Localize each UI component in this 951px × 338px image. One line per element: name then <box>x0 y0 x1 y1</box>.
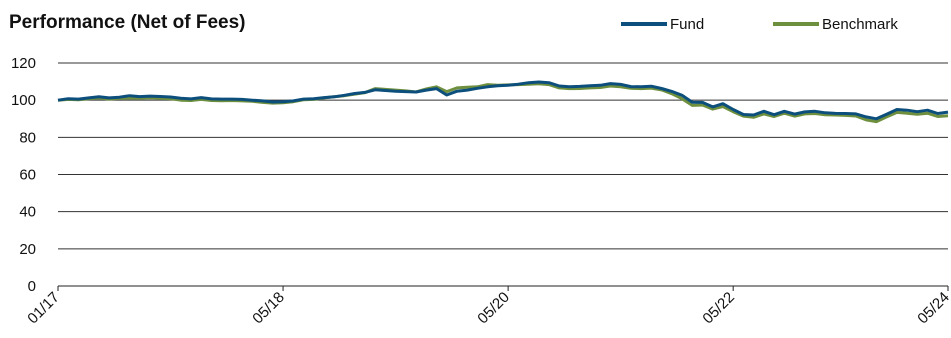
grid-lines <box>58 62 948 287</box>
x-tick-label: 05/22 <box>699 289 738 328</box>
legend: Fund Benchmark <box>621 16 898 33</box>
y-tick-label: 20 <box>19 241 36 258</box>
y-tick-label: 120 <box>11 55 36 72</box>
y-tick-label: 100 <box>11 92 36 109</box>
y-tick-label: 60 <box>19 167 36 184</box>
series-line-fund <box>57 80 949 121</box>
series-lines <box>57 80 949 124</box>
legend-label-benchmark: Benchmark <box>822 16 898 33</box>
x-tick-label: 05/18 <box>249 289 288 328</box>
y-tick-label: 0 <box>28 278 36 295</box>
x-axis: 01/17 05/18 05/20 05/22 05/24 <box>24 286 951 327</box>
y-axis: 0 20 40 60 80 100 120 <box>11 55 36 295</box>
chart-title: Performance (Net of Fees) <box>9 12 246 33</box>
y-tick-label: 40 <box>19 204 36 221</box>
x-tick-label: 05/24 <box>914 289 951 328</box>
y-tick-label: 80 <box>19 129 36 146</box>
series-line-benchmark <box>57 82 949 124</box>
x-tick-label: 05/20 <box>474 289 513 328</box>
legend-label-fund: Fund <box>670 16 704 33</box>
